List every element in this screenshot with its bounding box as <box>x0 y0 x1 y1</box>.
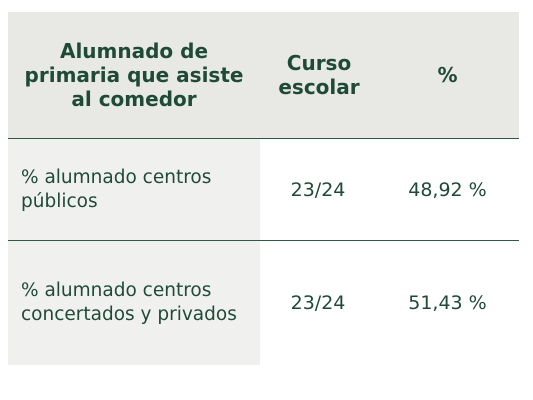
row-label: % alumnado centros públicos <box>8 139 260 240</box>
header-percent: % <box>437 63 458 87</box>
row-label: % alumnado centros concertados y privado… <box>8 241 260 365</box>
row-percent: 48,92 % <box>408 178 487 201</box>
table-header-row: Alumnado de primaria que asiste al comed… <box>8 12 519 139</box>
header-curso-escolar: Curso escolar <box>278 51 360 99</box>
data-table: Alumnado de primaria que asiste al comed… <box>8 12 519 365</box>
header-alumnado: Alumnado de primaria que asiste al comed… <box>24 39 244 111</box>
table-row: % alumnado centros públicos 23/24 48,92 … <box>8 139 519 241</box>
row-curso: 23/24 <box>290 292 346 314</box>
row-curso: 23/24 <box>290 178 346 201</box>
row-percent: 51,43 % <box>408 292 487 314</box>
table-row: % alumnado centros concertados y privado… <box>8 241 519 365</box>
